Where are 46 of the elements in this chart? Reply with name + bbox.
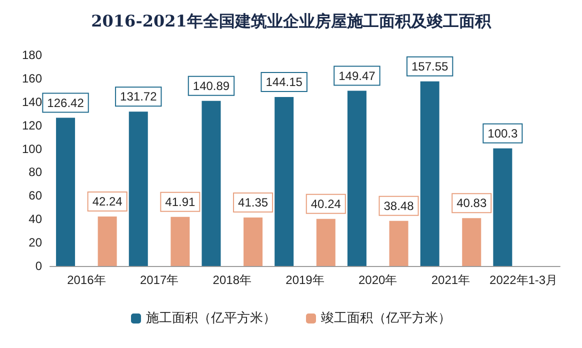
data-label: 42.24 — [92, 194, 123, 208]
data-label: 131.72 — [120, 90, 158, 104]
data-label: 140.89 — [192, 78, 230, 93]
bar — [56, 118, 76, 266]
data-label: 126.42 — [47, 96, 84, 110]
legend-label: 施工面积（亿平方米） — [146, 310, 276, 326]
y-tick-label: 0 — [35, 259, 42, 273]
legend-label: 竣工面积（亿平方米） — [321, 310, 451, 326]
chart-title: 2016-2021年全国建筑业企业房屋施工面积及竣工面积 — [91, 12, 492, 30]
x-tick-label: 2019年 — [286, 273, 324, 287]
y-tick-label: 60 — [28, 188, 42, 203]
y-tick-label: 140 — [22, 94, 42, 109]
bar — [462, 218, 482, 266]
x-tick-label: 2022年1-3月 — [490, 273, 558, 287]
data-label: 157.55 — [411, 59, 448, 74]
y-tick-label: 120 — [22, 118, 42, 132]
bar — [420, 81, 440, 266]
bar — [389, 220, 408, 266]
y-tick-label: 100 — [22, 142, 42, 156]
x-tick-label: 2017年 — [140, 273, 179, 287]
bar — [244, 218, 263, 266]
y-tick-label: 80 — [28, 165, 42, 180]
bar — [347, 90, 366, 266]
x-tick-label: 2016年 — [67, 273, 106, 287]
data-label: 100.3 — [488, 126, 518, 140]
x-tick-label: 2021年 — [431, 273, 470, 287]
y-tick-label: 180 — [22, 48, 42, 62]
bar — [316, 218, 336, 266]
bar — [202, 100, 221, 266]
bar — [128, 112, 148, 266]
bar — [274, 97, 294, 266]
y-tick-label: 40 — [28, 212, 42, 226]
data-label: 38.48 — [384, 198, 414, 213]
data-label: 40.24 — [310, 196, 342, 211]
data-label: 41.35 — [238, 196, 268, 210]
bar — [170, 216, 190, 266]
data-label: 149.47 — [338, 68, 376, 83]
y-tick-label: 20 — [28, 236, 42, 250]
data-label: 41.91 — [165, 194, 196, 209]
x-tick-label: 2018年 — [212, 273, 252, 287]
bar — [493, 148, 512, 266]
data-label: 144.15 — [266, 75, 303, 90]
data-label: 40.83 — [456, 196, 487, 210]
bar — [98, 216, 117, 266]
y-tick-label: 160 — [22, 71, 42, 86]
x-tick-label: 2020年 — [358, 273, 398, 287]
